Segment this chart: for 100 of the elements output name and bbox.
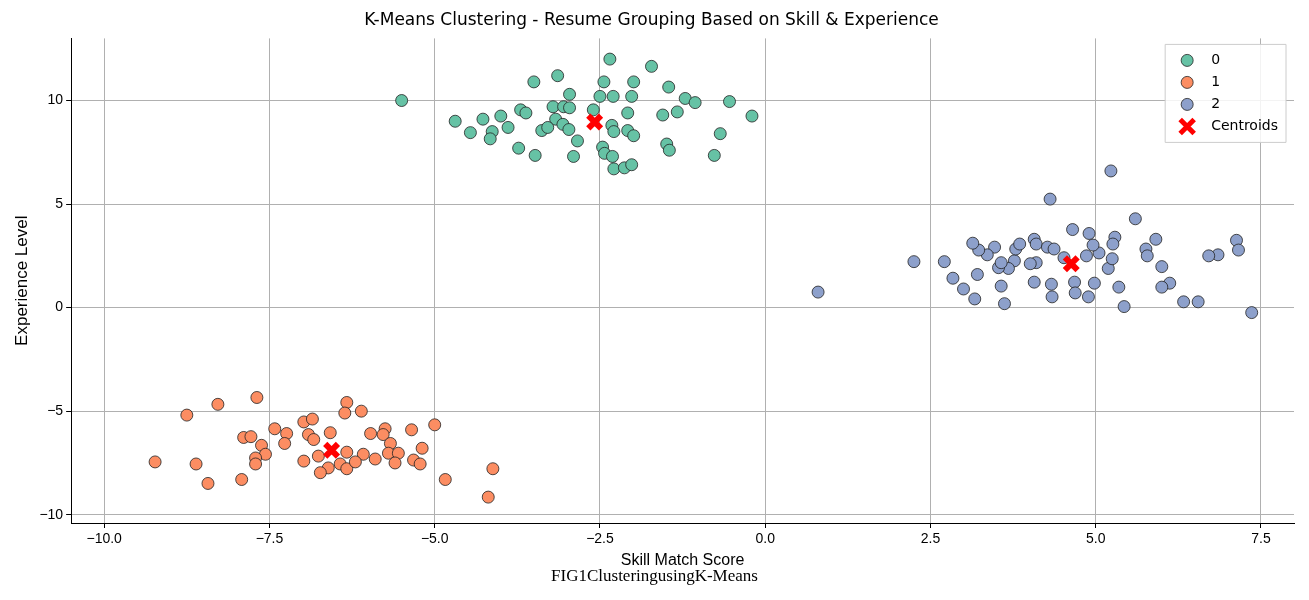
point xyxy=(1027,275,1041,289)
point xyxy=(1177,295,1191,309)
point xyxy=(1066,223,1079,236)
point xyxy=(713,127,727,141)
point xyxy=(607,125,621,138)
point xyxy=(528,149,542,162)
point xyxy=(476,112,490,126)
point xyxy=(368,452,382,466)
point xyxy=(1101,262,1115,275)
point xyxy=(621,106,635,120)
point xyxy=(606,150,619,163)
point xyxy=(1045,290,1059,304)
y-tick-label: −5 xyxy=(47,402,64,419)
point xyxy=(376,428,390,441)
point xyxy=(607,162,621,176)
point xyxy=(998,297,1011,311)
point xyxy=(189,457,203,471)
point xyxy=(645,59,658,73)
point xyxy=(1128,212,1142,226)
point xyxy=(438,473,452,486)
point xyxy=(707,149,721,162)
x-tick-label: −5.0 xyxy=(420,530,449,547)
point xyxy=(313,466,327,480)
point xyxy=(563,87,576,101)
point xyxy=(297,454,311,468)
point xyxy=(1155,260,1169,274)
point xyxy=(512,141,526,155)
point xyxy=(395,94,409,107)
point xyxy=(1230,233,1243,247)
point xyxy=(586,103,600,117)
point xyxy=(1202,249,1216,263)
point xyxy=(1023,257,1037,271)
point xyxy=(501,121,515,134)
chart-title: K-Means Clustering - Resume Grouping Based on Skill & Experience xyxy=(364,8,939,29)
point xyxy=(259,447,272,461)
point xyxy=(1043,192,1057,206)
point xyxy=(627,75,641,89)
point xyxy=(180,408,194,422)
point xyxy=(1245,306,1259,319)
point xyxy=(519,106,533,120)
point xyxy=(201,477,215,490)
point xyxy=(1105,252,1119,266)
point xyxy=(1191,295,1205,309)
point xyxy=(563,101,576,115)
point xyxy=(1149,232,1163,246)
point xyxy=(1068,275,1081,289)
point xyxy=(603,52,617,66)
point xyxy=(249,457,262,471)
legend-label: 0 xyxy=(1211,51,1221,68)
point xyxy=(1061,254,1081,274)
point xyxy=(388,456,402,470)
point xyxy=(688,96,702,109)
y-tick-label: 10 xyxy=(47,91,64,108)
point xyxy=(428,418,442,432)
point xyxy=(1013,237,1027,251)
point xyxy=(562,123,576,136)
point xyxy=(541,121,555,134)
point xyxy=(571,134,584,148)
x-tick-label: 5.0 xyxy=(1085,530,1106,547)
y-tick-label: 5 xyxy=(55,194,64,211)
point xyxy=(627,129,641,143)
point xyxy=(606,89,620,103)
point xyxy=(670,105,684,119)
y-axis-title: Experience Level xyxy=(11,215,31,346)
point xyxy=(413,457,427,471)
point xyxy=(994,279,1008,293)
point xyxy=(946,271,960,285)
point xyxy=(322,440,341,460)
point xyxy=(391,446,405,460)
point xyxy=(994,256,1008,270)
point xyxy=(211,397,225,411)
point xyxy=(970,268,984,281)
point xyxy=(384,437,397,450)
point xyxy=(1232,243,1245,257)
point xyxy=(662,143,676,157)
x-tick-label: 7.5 xyxy=(1251,530,1271,547)
point xyxy=(1068,286,1082,300)
point xyxy=(1112,280,1126,294)
point xyxy=(481,490,495,504)
point xyxy=(1080,249,1093,263)
point xyxy=(1117,300,1131,313)
point xyxy=(364,427,377,440)
point xyxy=(662,80,676,94)
point xyxy=(1029,237,1043,251)
point xyxy=(1155,280,1169,294)
point xyxy=(593,89,607,103)
point xyxy=(148,455,162,469)
legend-label: 2 xyxy=(1211,95,1221,112)
point xyxy=(966,236,980,250)
point xyxy=(338,406,352,420)
point xyxy=(415,441,429,455)
x-tick-label: −7.5 xyxy=(255,530,284,547)
point xyxy=(323,426,337,440)
point xyxy=(307,433,321,446)
point xyxy=(340,462,354,476)
y-tick-label: 0 xyxy=(55,298,64,315)
point xyxy=(745,109,759,123)
x-axis-title: Skill Match Score xyxy=(620,550,745,568)
point xyxy=(1086,238,1100,252)
point xyxy=(585,112,605,132)
